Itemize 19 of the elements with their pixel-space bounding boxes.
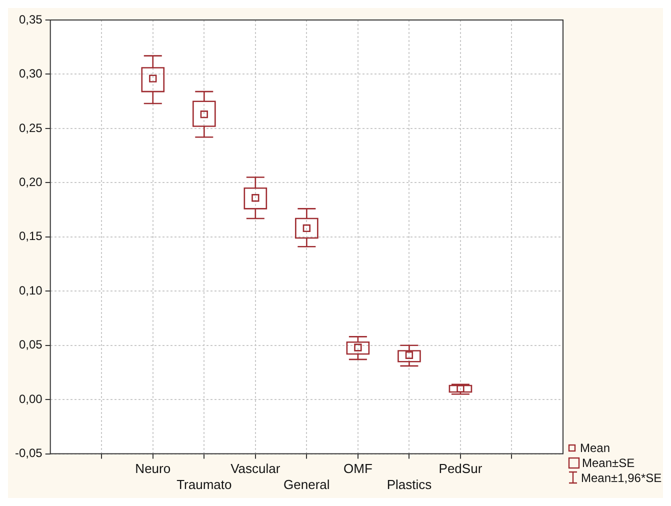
x-tick-label: Plastics [386,476,432,492]
x-tick-label: Neuro [135,461,171,476]
y-tick-label: 0,00 [18,392,43,406]
text: Mean±SE [582,456,635,470]
y-tick-label: 0,35 [18,12,43,26]
y-tick-label: 0,05 [18,338,43,352]
y-tick-label: 0,30 [18,66,43,81]
x-tick-label: OMF [343,461,372,476]
text: Mean [580,440,610,454]
x-tick-label: Vascular [230,461,281,476]
x-tick-label: PedSur [438,461,483,476]
x-tick-label: Traumato [176,476,232,492]
y-tick-label: 0,10 [18,283,43,298]
y-tick-label: 0,25 [18,120,43,135]
text: Mean±1,96*SE [581,470,662,484]
y-tick-label: 0,20 [18,174,43,189]
x-tick-label: General [284,476,330,492]
y-tick-label: 0,15 [18,229,43,244]
y-tick-label: -0,05 [14,446,43,460]
